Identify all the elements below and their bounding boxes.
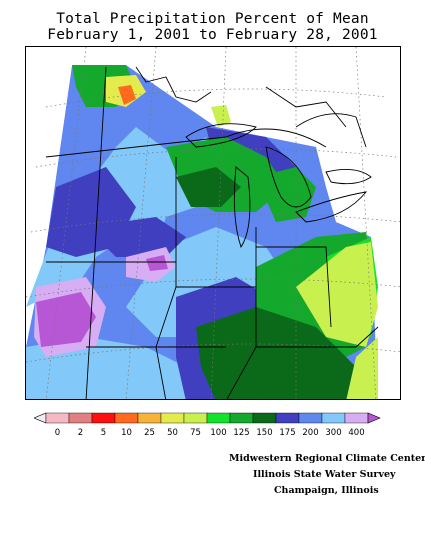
legend-tick-label: 125 xyxy=(233,428,249,438)
map-title-line-2: February 1, 2001 to February 28, 2001 xyxy=(47,27,378,43)
legend-swatch xyxy=(183,412,208,424)
region-orange-north xyxy=(118,85,136,105)
region-yellowgreen-southeast xyxy=(346,337,378,399)
no-data-northwest xyxy=(26,47,72,307)
region-darkgreen-ohio xyxy=(196,307,356,399)
region-darkgreen-wisconsin xyxy=(176,167,241,207)
legend-swatch xyxy=(91,412,116,424)
legend-swatch xyxy=(114,412,139,424)
legend-tick-label: 75 xyxy=(190,428,201,438)
region-small-yellow xyxy=(211,105,231,127)
credit-line-1: Midwestern Regional Climate Center xyxy=(229,453,425,464)
legend-swatches xyxy=(34,412,381,424)
legend-tick-label: 100 xyxy=(210,428,226,438)
legend-swatch xyxy=(137,412,162,424)
legend-swatch xyxy=(68,412,93,424)
map-svg xyxy=(26,47,400,399)
map-title-line-1: Total Precipitation Percent of Mean xyxy=(56,11,369,27)
no-data-northeast xyxy=(136,47,400,237)
graticule xyxy=(26,47,400,399)
boundaries xyxy=(45,66,379,399)
region-green-michigan xyxy=(256,167,316,222)
credit-line-2: Illinois State Water Survey xyxy=(253,469,396,480)
legend-labels: 0 2 5 10 25 50 75 100 125 150 175 200 300 400 xyxy=(55,428,365,438)
credit-line-3: Champaign, Illinois xyxy=(274,485,379,496)
legend-tick-label: 175 xyxy=(279,428,295,438)
legend-swatch xyxy=(160,412,185,424)
region-yellowgreen-east xyxy=(296,242,378,347)
legend-tick-label: 5 xyxy=(101,428,106,438)
legend-tick-label: 10 xyxy=(121,428,132,438)
legend-tick-label: 150 xyxy=(256,428,272,438)
legend-tick-label: 50 xyxy=(167,428,178,438)
precipitation-fill-layer xyxy=(26,47,400,399)
legend-swatch xyxy=(206,412,231,424)
precipitation-map xyxy=(25,46,401,400)
legend-tick-label: 0 xyxy=(55,428,60,438)
legend-swatch xyxy=(298,412,323,424)
legend-tick-label: 200 xyxy=(302,428,318,438)
legend-swatch xyxy=(252,412,277,424)
legend-tick-label: 2 xyxy=(78,428,83,438)
region-purple-central xyxy=(146,255,168,271)
legend: 0 2 5 10 25 50 75 100 125 150 175 200 300 400 xyxy=(34,412,381,438)
legend-arrow-right xyxy=(367,412,381,424)
legend-tick-label: 400 xyxy=(348,428,364,438)
legend-swatch xyxy=(344,412,369,424)
region-purple-west xyxy=(36,292,96,347)
legend-arrow-left xyxy=(34,412,47,424)
region-darkblue-central xyxy=(86,217,186,257)
no-data-east xyxy=(378,232,400,399)
legend-tick-label: 300 xyxy=(325,428,341,438)
legend-swatch xyxy=(45,412,70,424)
legend-swatch xyxy=(275,412,300,424)
legend-tick-label: 25 xyxy=(144,428,155,438)
legend-swatch xyxy=(321,412,346,424)
legend-swatch xyxy=(229,412,254,424)
